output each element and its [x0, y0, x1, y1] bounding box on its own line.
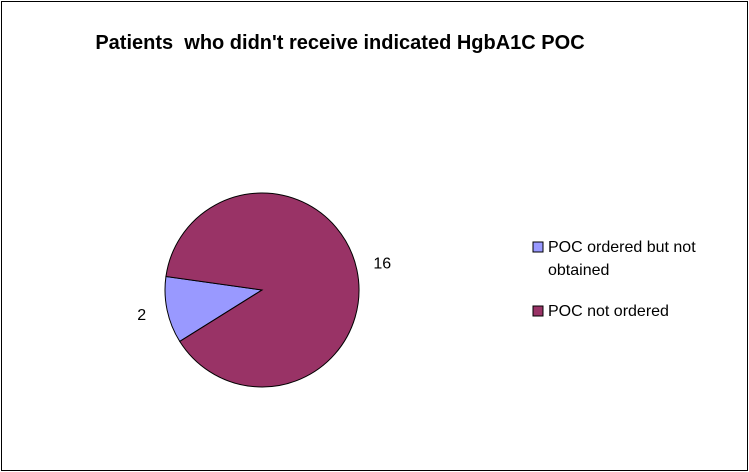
- data-label: 2: [137, 307, 146, 324]
- legend-label: POC not ordered: [548, 303, 669, 320]
- pie-slice: [165, 192, 360, 388]
- pie-slice: [164, 275, 264, 343]
- data-label: 16: [373, 256, 391, 273]
- chart-title: Patients who didn't receive indicated Hg…: [95, 32, 585, 54]
- legend-swatch: [532, 241, 544, 253]
- legend-swatch: [532, 305, 544, 317]
- legend-label: POC ordered but not obtained: [548, 239, 696, 279]
